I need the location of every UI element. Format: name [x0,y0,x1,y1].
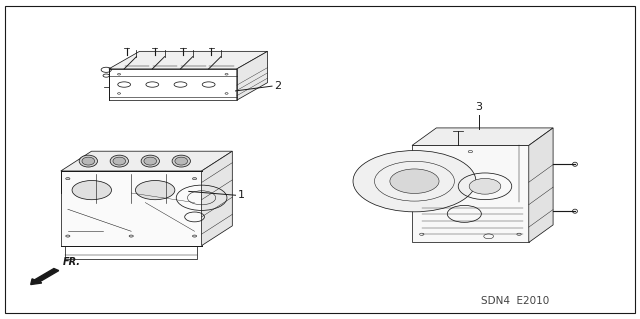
Ellipse shape [175,157,188,165]
Polygon shape [61,171,202,246]
Circle shape [390,169,439,193]
Circle shape [193,178,196,180]
Polygon shape [109,51,268,69]
Circle shape [66,235,70,237]
Ellipse shape [79,155,97,167]
Polygon shape [412,145,529,242]
Ellipse shape [141,155,159,167]
Circle shape [129,235,133,237]
Circle shape [193,235,196,237]
Ellipse shape [72,181,111,200]
Polygon shape [412,128,553,145]
Ellipse shape [110,155,129,167]
FancyArrow shape [31,269,59,285]
Circle shape [469,178,501,194]
Polygon shape [61,151,232,171]
Ellipse shape [172,155,191,167]
Ellipse shape [82,157,95,165]
Text: SDN4  E2010: SDN4 E2010 [481,296,549,307]
Ellipse shape [136,181,175,200]
Text: FR.: FR. [63,257,81,267]
Text: 3: 3 [476,102,482,112]
Text: 2: 2 [274,81,281,91]
Text: 1: 1 [238,190,245,200]
Polygon shape [202,151,232,246]
Ellipse shape [144,157,157,165]
Ellipse shape [113,157,125,165]
Polygon shape [237,51,268,100]
Polygon shape [529,128,553,242]
Circle shape [66,178,70,180]
Circle shape [353,151,476,212]
